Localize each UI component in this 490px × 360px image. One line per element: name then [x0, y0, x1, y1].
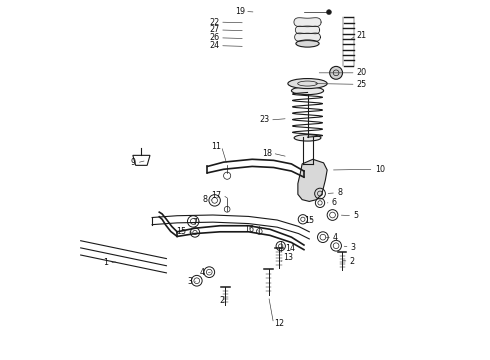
Circle shape [224, 206, 230, 212]
Polygon shape [294, 18, 321, 27]
Polygon shape [294, 33, 320, 41]
Text: 10: 10 [375, 165, 386, 174]
Text: 7: 7 [193, 218, 198, 227]
Text: 20: 20 [356, 68, 367, 77]
Text: 15: 15 [304, 216, 315, 225]
Text: 1: 1 [103, 258, 109, 267]
Text: 2: 2 [349, 257, 354, 266]
Circle shape [326, 10, 331, 15]
Ellipse shape [296, 40, 319, 47]
Polygon shape [298, 159, 327, 202]
Text: 25: 25 [356, 80, 367, 89]
Text: 3: 3 [187, 277, 192, 286]
Circle shape [256, 229, 262, 234]
Text: 24: 24 [209, 41, 220, 50]
Text: 5: 5 [353, 211, 358, 220]
Text: 17: 17 [212, 190, 222, 199]
Text: 21: 21 [356, 31, 367, 40]
Text: 22: 22 [209, 18, 220, 27]
Ellipse shape [294, 135, 321, 141]
Text: 13: 13 [284, 253, 294, 262]
Text: 3: 3 [350, 243, 355, 252]
Text: 23: 23 [259, 116, 270, 125]
Text: 26: 26 [209, 33, 220, 42]
Text: 4: 4 [200, 268, 205, 277]
Text: 8: 8 [202, 195, 207, 204]
Circle shape [330, 66, 343, 79]
Ellipse shape [292, 87, 323, 95]
Circle shape [223, 172, 231, 179]
Text: 18: 18 [262, 149, 272, 158]
Text: 11: 11 [211, 141, 220, 150]
Text: 2: 2 [220, 296, 224, 305]
Text: 9: 9 [131, 158, 136, 167]
Text: 27: 27 [209, 26, 220, 35]
Text: 8: 8 [337, 188, 342, 197]
Text: 4: 4 [333, 233, 338, 242]
Text: 6: 6 [331, 198, 337, 207]
Text: 15: 15 [176, 227, 186, 236]
Ellipse shape [288, 78, 327, 89]
Text: 14: 14 [285, 244, 295, 253]
Text: 12: 12 [274, 319, 284, 328]
Polygon shape [295, 26, 319, 34]
Polygon shape [133, 156, 150, 165]
Text: 19: 19 [235, 7, 245, 16]
Text: 16: 16 [245, 225, 255, 234]
